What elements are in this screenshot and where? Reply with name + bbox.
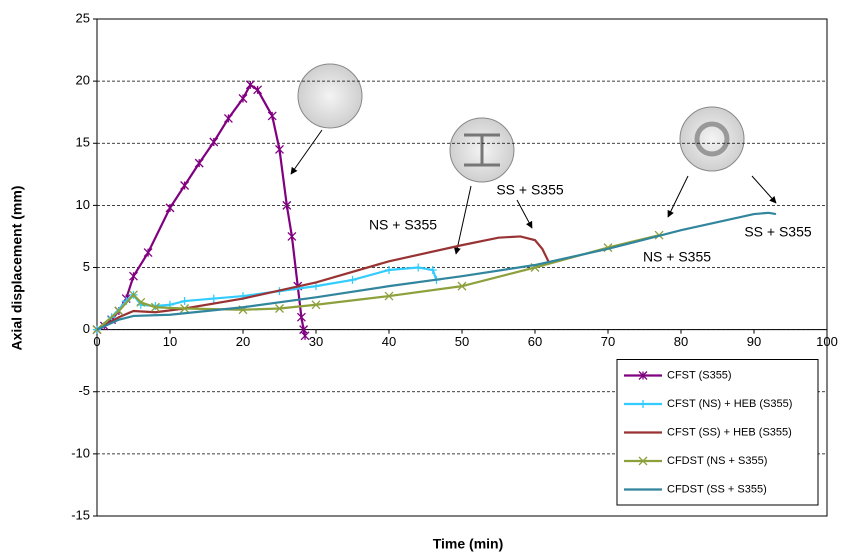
section-icons — [297, 63, 745, 183]
point-marker — [245, 80, 255, 90]
series-line — [96, 266, 438, 331]
icon-cfst — [297, 63, 363, 129]
legend-label: CFDST (NS + S355) — [667, 455, 767, 467]
arrow — [751, 175, 777, 204]
point-marker — [129, 271, 138, 281]
point-marker — [253, 85, 263, 95]
point-marker — [165, 203, 175, 213]
point-marker — [143, 248, 153, 258]
x-tick-label: 10 — [163, 334, 177, 349]
arrow — [453, 185, 472, 255]
point-marker — [282, 200, 292, 210]
point-marker — [267, 111, 277, 121]
point-marker — [428, 265, 437, 274]
point-marker — [180, 181, 190, 190]
x-axis-label: Time (min) — [433, 536, 504, 552]
icon-ring — [694, 121, 730, 157]
point-marker — [296, 312, 306, 322]
point-marker — [287, 231, 297, 241]
point-marker — [114, 306, 124, 316]
annotation: SS + S355 — [496, 182, 564, 198]
point-marker — [194, 158, 204, 168]
x-tick-label: 60 — [528, 334, 542, 349]
y-tick-label: 0 — [83, 321, 90, 336]
legend: CFST (S355) CFST (NS) + HEB (S355) CFST (S… — [616, 359, 819, 506]
x-tick-label: 80 — [674, 334, 688, 349]
series-line — [96, 211, 777, 331]
point-marker — [275, 304, 284, 313]
x-tick-label: 50 — [455, 334, 469, 349]
point-marker — [209, 294, 218, 303]
point-marker — [129, 290, 138, 300]
legend-marker — [639, 400, 647, 408]
y-tick-label: 5 — [83, 259, 90, 274]
icon-i-beam — [464, 133, 500, 167]
annotation: NS + S355 — [643, 249, 711, 265]
arrows — [290, 129, 777, 255]
x-tick-label: 30 — [309, 334, 323, 349]
legend-marker — [638, 456, 648, 466]
series-line — [96, 235, 551, 331]
x-tick-label: 40 — [382, 334, 396, 349]
point-marker — [385, 265, 393, 274]
y-tick-label: -15 — [71, 507, 90, 522]
y-tick-label: 20 — [76, 73, 90, 88]
point-marker — [180, 304, 190, 313]
legend-marker — [638, 371, 648, 380]
point-marker — [136, 297, 146, 307]
legend-label: CFST (NS) + HEB (S355) — [667, 398, 792, 410]
point-marker — [457, 281, 467, 291]
point-marker — [238, 94, 248, 103]
y-tick-label: 15 — [76, 135, 90, 150]
x-tick-label: 70 — [601, 334, 615, 349]
x-tick-label: 100 — [816, 334, 838, 349]
point-marker — [275, 145, 284, 154]
point-marker — [223, 113, 233, 123]
point-marker — [300, 331, 310, 341]
legend-label: CFST (S355) — [667, 369, 732, 381]
y-tick-label: 25 — [76, 10, 90, 25]
x-tick-label: 0 — [93, 334, 100, 349]
y-tick-label: 10 — [76, 197, 90, 212]
point-marker — [209, 137, 219, 147]
series-line — [96, 234, 660, 331]
point-marker — [384, 291, 394, 301]
point-marker — [150, 302, 160, 312]
point-marker — [180, 297, 189, 306]
y-axis-label: Axial displacement (mm) — [9, 186, 25, 351]
x-tick-label: 20 — [236, 334, 250, 349]
legend-label: CFST (SS) + HEB (S355) — [667, 426, 792, 438]
annotation: SS + S355 — [744, 224, 812, 240]
legend-label: CFDST (SS + S355) — [667, 483, 767, 495]
arrow — [667, 175, 689, 218]
point-marker — [311, 300, 321, 310]
point-marker — [414, 263, 423, 272]
x-tick-label: 90 — [747, 334, 761, 349]
arrow — [290, 129, 323, 175]
point-marker — [348, 275, 357, 284]
y-tick-label: -10 — [71, 445, 90, 460]
annotation: NS + S355 — [369, 217, 437, 233]
arrow — [516, 199, 533, 229]
icon-cfdst — [679, 106, 745, 172]
y-tick-label: -5 — [78, 383, 90, 398]
